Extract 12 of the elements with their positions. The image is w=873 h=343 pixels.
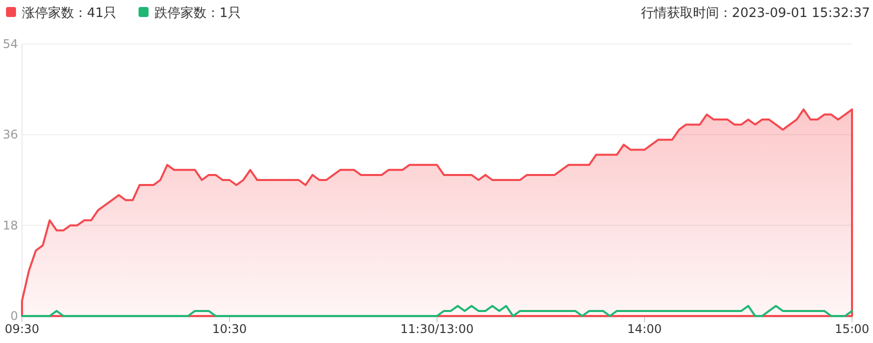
x-tick-label: 09:30 — [4, 322, 40, 336]
y-tick-label: 36 — [2, 128, 18, 142]
y-tick-label: 18 — [2, 218, 18, 232]
x-tick-label: 14:00 — [627, 322, 662, 336]
legend-label: 跌停家数：1只 — [154, 5, 241, 21]
legend-label: 涨停家数：41只 — [22, 5, 117, 21]
x-tick-label: 10:30 — [212, 322, 247, 336]
x-tick-label: 11:30/13:00 — [400, 322, 474, 336]
y-tick-label: 0 — [10, 309, 18, 323]
y-tick-label: 54 — [2, 37, 18, 51]
chart-title: 行情获取时间：2023-09-01 15:32:37 — [640, 6, 870, 21]
x-tick-label: 15:00 — [834, 322, 870, 336]
